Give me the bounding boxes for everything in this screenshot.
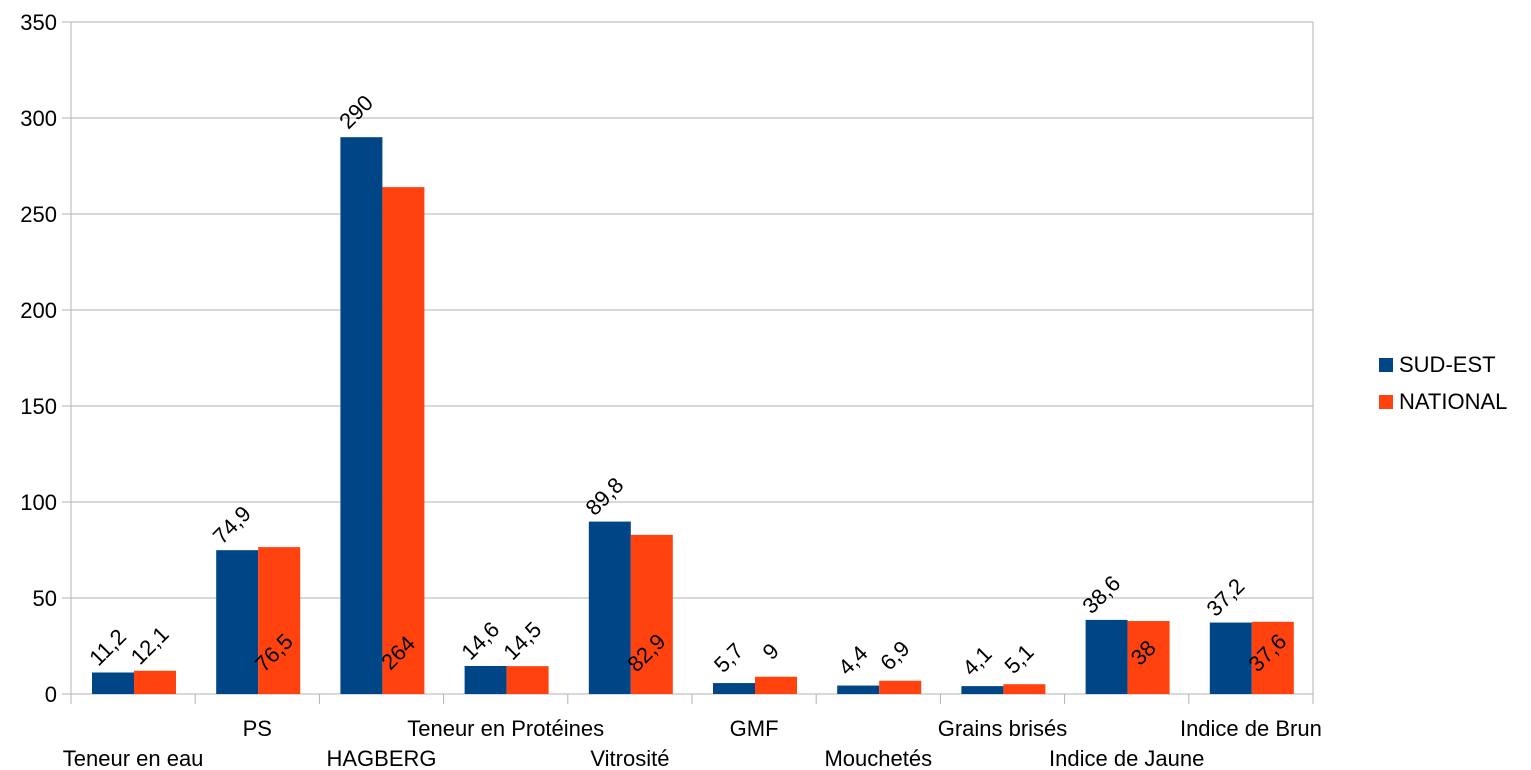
legend-swatch-national — [1379, 395, 1393, 409]
bar-sud-est — [961, 686, 1004, 694]
x-category-label: PS — [243, 716, 272, 741]
data-label: 290 — [334, 90, 378, 134]
x-category-label: HAGBERG — [326, 746, 436, 770]
bar-national — [382, 187, 425, 694]
data-label: 12,1 — [126, 621, 174, 669]
data-label: 5,7 — [709, 638, 748, 677]
bar-sud-est — [92, 672, 134, 694]
axis-layer: 0 50 100 150 200 250 300 350 Teneur en eau PS HAGB… — [20, 10, 1322, 770]
bar-national — [1251, 621, 1294, 694]
y-tick-label: 50 — [33, 586, 57, 611]
data-label: 4,4 — [833, 641, 872, 680]
x-category-label: Vitrosité — [590, 746, 669, 770]
bar-national — [1127, 621, 1170, 694]
data-label: 9 — [758, 638, 784, 664]
y-tick-label: 300 — [20, 106, 57, 131]
bar-national — [258, 547, 301, 694]
y-tick-label: 100 — [20, 490, 57, 515]
bar-sud-est — [1085, 619, 1128, 694]
legend-label: NATIONAL — [1399, 389, 1507, 414]
bar-sud-est — [588, 521, 631, 694]
data-label: 5,1 — [999, 639, 1038, 678]
x-category-label: Indice de Jaune — [1049, 746, 1204, 770]
x-category-label: Grains brisés — [938, 716, 1068, 741]
data-label: 4,1 — [957, 641, 996, 680]
legend-label: SUD-EST — [1399, 352, 1496, 377]
x-category-label: Mouchetés — [824, 746, 932, 770]
x-category-label: Teneur en eau — [63, 746, 204, 770]
data-label: 37,2 — [1202, 573, 1250, 621]
legend: SUD-EST NATIONAL — [1379, 352, 1507, 414]
x-category-label: Indice de Brun — [1180, 716, 1322, 741]
bar-national — [134, 670, 176, 694]
bar-sud-est — [837, 685, 880, 694]
data-label: 89,8 — [581, 472, 629, 520]
bar-national — [755, 676, 797, 694]
data-label: 14,6 — [456, 617, 504, 665]
data-label: 6,9 — [875, 636, 914, 675]
data-label: 74,9 — [208, 501, 256, 549]
y-tick-label: 150 — [20, 394, 57, 419]
bar-national — [879, 680, 922, 694]
y-tick-label: 350 — [20, 10, 57, 35]
x-category-label: GMF — [730, 716, 779, 741]
x-category-label: Teneur en Protéines — [407, 716, 604, 741]
bar-sud-est — [216, 550, 259, 694]
y-tick-label: 200 — [20, 298, 57, 323]
y-tick-label: 0 — [45, 682, 57, 707]
data-label: 14,5 — [498, 617, 546, 665]
data-label: 38,6 — [1077, 571, 1125, 619]
bar-national — [506, 666, 549, 694]
bar-national — [630, 534, 673, 694]
legend-swatch-sud-est — [1379, 358, 1393, 372]
bars-layer — [92, 137, 1294, 694]
bar-sud-est — [1209, 622, 1252, 694]
bar-national — [1003, 684, 1046, 694]
data-label: 11,2 — [84, 624, 131, 671]
bar-sud-est — [464, 665, 507, 694]
y-tick-label: 250 — [20, 202, 57, 227]
bar-sud-est — [713, 683, 755, 694]
bar-sud-est — [340, 137, 383, 694]
